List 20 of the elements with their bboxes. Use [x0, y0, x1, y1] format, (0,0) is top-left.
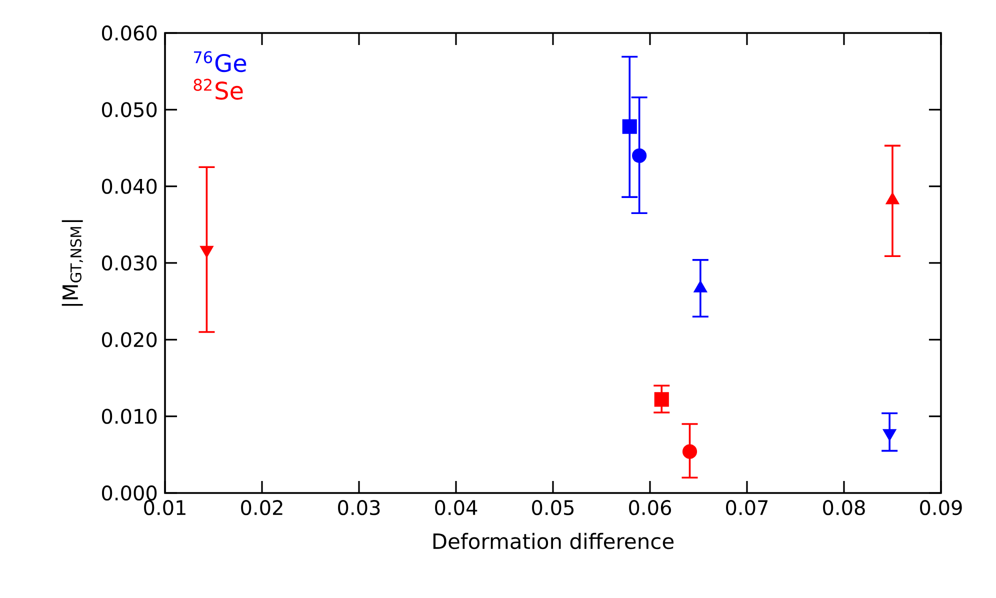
text: $^{76}$Ge — [194, 51, 246, 72]
y-axis-title: |M$_{GT,NSM}$| — [62, 220, 83, 306]
x-tick-label: 0.01 — [144, 500, 186, 516]
y-tick-label: 0.000 — [102, 485, 157, 501]
x-tick-label: 0.09 — [920, 500, 962, 516]
x-tick-label: 0.05 — [532, 500, 574, 516]
x-tick-label: 0.03 — [338, 500, 380, 516]
y-tick-label: 0.040 — [102, 178, 157, 194]
y-tick-label: 0.030 — [102, 255, 157, 271]
x-tick-label: 0.07 — [726, 500, 768, 516]
x-axis-title: Deformation difference — [433, 532, 674, 550]
x-tick-label: 0.02 — [241, 500, 282, 516]
x-tick-label: 0.08 — [823, 500, 865, 516]
x-tick-label: 0.04 — [435, 500, 478, 516]
y-tick-label: 0.050 — [102, 102, 157, 118]
y-tick-label: 0.020 — [102, 332, 157, 348]
text: $^{82}$Se — [194, 78, 243, 100]
x-tick-label: 0.06 — [629, 500, 671, 516]
y-tick-label: 0.010 — [102, 408, 157, 424]
y-tick-label: 0.060 — [102, 25, 157, 41]
